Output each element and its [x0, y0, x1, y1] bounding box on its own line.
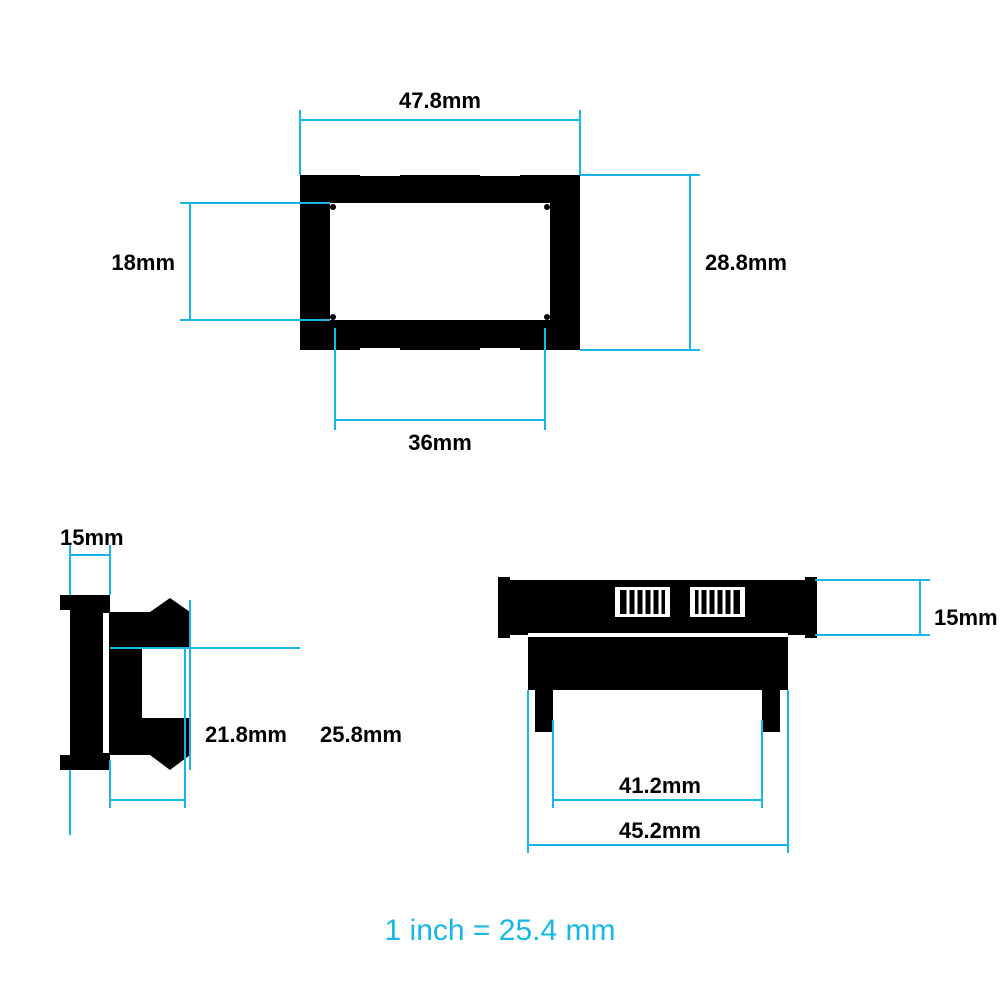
dim-top-outer: 45.2mm — [619, 818, 701, 843]
dim-side-mid: 21.8mm — [205, 722, 287, 747]
dim-front-bottom: 36mm — [408, 430, 472, 455]
dim-front-left: 18mm — [111, 250, 175, 275]
front-view — [300, 172, 580, 352]
dim-side-top: 15mm — [60, 525, 124, 550]
top-view — [498, 577, 817, 732]
conversion-note: 1 inch = 25.4 mm — [385, 914, 616, 947]
side-view — [60, 595, 190, 770]
dim-top-right: 15mm — [934, 605, 998, 630]
dim-front-top: 47.8mm — [399, 88, 481, 113]
dim-side-right: 25.8mm — [320, 722, 402, 747]
dim-front-right: 28.8mm — [705, 250, 787, 275]
dim-top-inner: 41.2mm — [619, 773, 701, 798]
